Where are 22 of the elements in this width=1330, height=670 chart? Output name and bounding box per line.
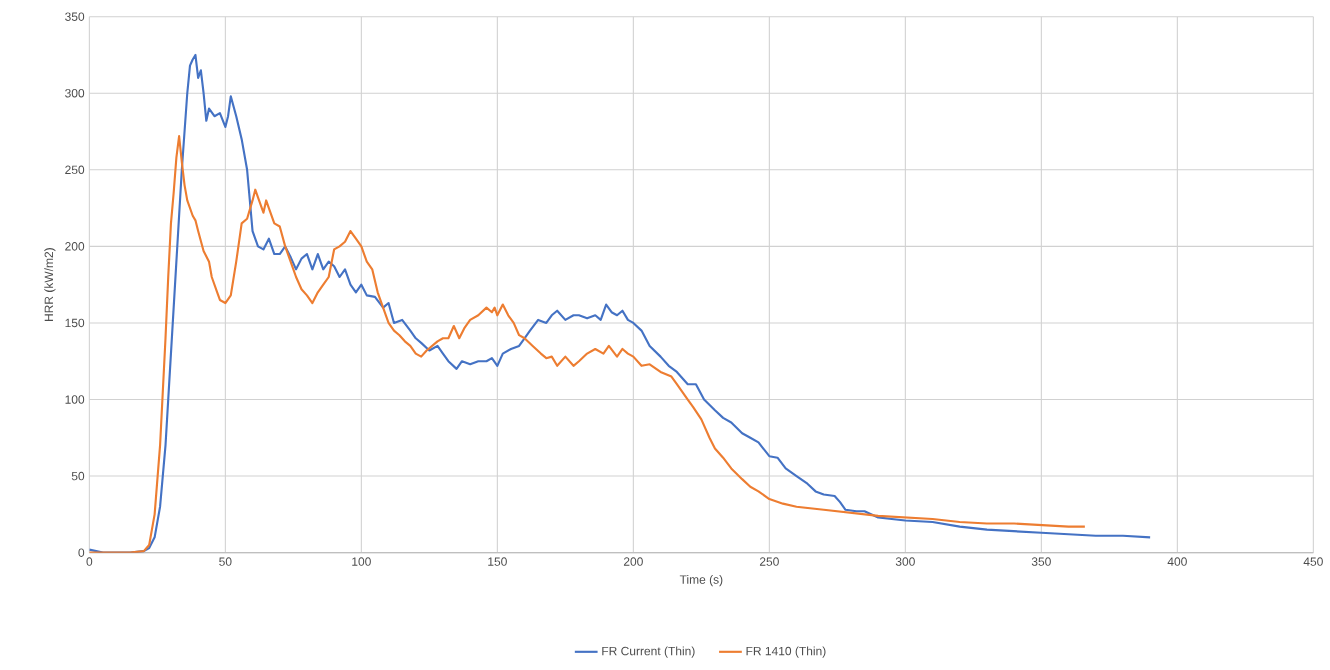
x-tick-label: 0 <box>86 557 93 566</box>
y-tick-label: 150 <box>65 318 85 328</box>
x-tick-label: 300 <box>895 557 915 566</box>
x-tick-label: 450 <box>1303 557 1323 566</box>
x-tick-label: 350 <box>1031 557 1051 566</box>
y-tick-label: 200 <box>65 242 85 251</box>
x-tick-label: 200 <box>623 557 643 566</box>
legend-label: FR Current (Thin) <box>602 646 695 658</box>
y-tick-label: 300 <box>65 88 85 98</box>
legend-label: FR 1410 (Thin) <box>746 646 826 658</box>
y-tick-label: 50 <box>71 471 85 481</box>
x-tick-label: 100 <box>352 557 371 566</box>
y-axis-title: HRR (kW/m2) <box>44 248 56 321</box>
y-tick-label: 350 <box>65 12 85 21</box>
x-tick-label: 400 <box>1167 557 1187 566</box>
x-tick-label: 250 <box>759 557 779 566</box>
y-tick-label: 250 <box>65 165 85 175</box>
x-axis-title: Time (s) <box>679 575 723 587</box>
x-tick-label: 150 <box>488 557 507 566</box>
x-tick-label: 50 <box>219 557 232 566</box>
y-tick-label: 100 <box>65 395 85 404</box>
y-tick-label: 0 <box>78 548 85 557</box>
